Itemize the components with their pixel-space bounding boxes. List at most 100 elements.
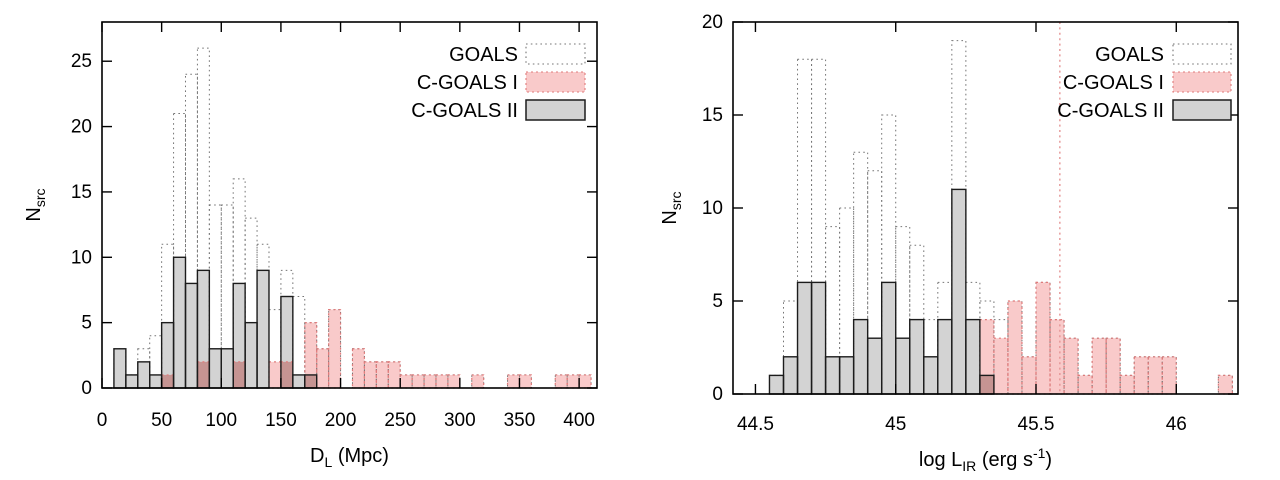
bar-fills (113, 257, 592, 388)
legend-label: GOALS (1095, 44, 1164, 66)
histogram-bar-cgoals1 (1120, 375, 1135, 394)
y-tick-label: 10 (702, 198, 723, 219)
histogram-bar-cgoals2 (909, 319, 924, 394)
histogram-bar-cgoals1-outline (1217, 374, 1233, 395)
histogram-bar-cgoals1 (364, 361, 377, 388)
histogram-bar-cgoals2 (783, 356, 798, 394)
x-tick-label: 45.5 (1018, 414, 1055, 435)
histogram-bar-cgoals1-outline (375, 361, 389, 389)
histogram-bar-cgoals1 (424, 374, 436, 388)
histogram-bar-cgoals1-outline (363, 361, 377, 389)
x-tick-label: 400 (563, 410, 595, 431)
x-tick-label: 100 (205, 410, 237, 431)
histogram-bar-cgoals2 (853, 319, 868, 394)
histogram-bar-cgoals1-outline (196, 361, 210, 389)
histogram-bar-cgoals1-outline (1077, 374, 1093, 395)
histogram-bar-cgoals2 (221, 348, 234, 388)
x-tick-label: 250 (384, 410, 416, 431)
y-tick-label: 15 (702, 105, 723, 126)
axis-ticks (101, 22, 597, 389)
histogram-bar-cgoals2 (923, 356, 938, 394)
legend-swatch-goals (525, 43, 586, 65)
legend-swatch-cgoals1 (525, 71, 586, 93)
histogram-bar-cgoals1-outline (1035, 281, 1051, 395)
histogram-bar-cgoals1-outline (232, 361, 246, 389)
histogram-bar-cgoals2 (233, 283, 246, 388)
histogram-bar-cgoals2 (895, 338, 910, 394)
histogram-bar-overlap (304, 374, 317, 388)
histogram-bar-cgoals2 (292, 374, 305, 388)
histogram-bar-cgoals2 (173, 257, 186, 388)
histogram-bar-cgoals2 (825, 356, 840, 394)
histogram-bar-cgoals1 (435, 374, 448, 388)
histogram-bar-cgoals1 (376, 361, 389, 388)
histogram-bar-goals-outline (161, 243, 175, 389)
histogram-bar-cgoals1 (471, 374, 484, 388)
plot-border (101, 21, 598, 389)
legend-label: C-GOALS I (1063, 72, 1164, 94)
histogram-bar-goals-outline (173, 113, 186, 389)
histogram-bar-cgoals1 (304, 322, 317, 388)
legend-label: GOALS (449, 44, 518, 66)
histogram-bar-cgoals2 (125, 374, 138, 388)
histogram-bar-overlap (161, 374, 174, 388)
x-axis-label: DL (Mpc) (310, 445, 389, 470)
y-tick-label: 25 (71, 51, 92, 72)
panel-luminosity-histogram: 44.5 45 45.5 46 0 5 10 15 20 log LIR (erg s-1) Nsr… (640, 0, 1280, 480)
x-axis-label: log LIR (erg s-1) (919, 445, 1052, 474)
y-tick-label: 0 (81, 378, 92, 399)
histogram-bar-cgoals1 (1064, 338, 1079, 394)
y-tick-label: 5 (81, 313, 92, 334)
y-tick-label: 15 (71, 182, 92, 203)
x-tick-label: 0 (97, 410, 108, 431)
x-tick-label: 200 (325, 410, 357, 431)
histogram-bar-cgoals2 (937, 319, 952, 394)
histogram-bar-cgoals1 (1036, 282, 1051, 394)
histogram-bar-cgoals2 (185, 283, 198, 388)
histogram-bar-cgoals2 (951, 189, 966, 394)
histogram-bar-cgoals2 (137, 361, 150, 388)
x-tick-label: 150 (265, 410, 297, 431)
x-tick-label: 45 (885, 414, 906, 435)
histogram-bar-goals-outline (1049, 319, 1065, 395)
histogram-bar-cgoals2 (197, 270, 210, 388)
histogram-bar-cgoals1 (352, 348, 365, 388)
histogram-bar-overlap (280, 361, 293, 388)
y-tick-label: 20 (71, 117, 92, 138)
histogram-bar-cgoals2 (245, 322, 258, 388)
histogram-bar-cgoals1 (579, 374, 592, 388)
x-tick-label: 46 (1166, 414, 1187, 435)
x-tick-label: 300 (444, 410, 476, 431)
histogram-bar-cgoals1 (1106, 338, 1121, 394)
histogram-bar-cgoals2 (867, 338, 882, 394)
legend: GOALS C-GOALS I C-GOALS II (411, 43, 586, 122)
histogram-bar-cgoals2 (965, 319, 980, 394)
y-axis-label: Nsrc (23, 188, 48, 221)
histogram-bar-cgoals1 (1148, 356, 1163, 394)
axis-ticks (733, 21, 1238, 395)
x-tick-label: 50 (151, 410, 172, 431)
legend-label: C-GOALS II (411, 100, 518, 122)
histogram-bar-goals-outline (256, 243, 270, 389)
histogram-log-lir: 44.5 45 45.5 46 0 5 10 15 20 log LIR (erg s-1) Nsr… (640, 0, 1280, 480)
y-tick-label: 20 (702, 12, 723, 33)
histogram-bar-cgoals2 (811, 282, 826, 394)
y-tick-label: 0 (712, 384, 723, 405)
histogram-bar-cgoals1 (1162, 356, 1177, 394)
histogram-bar-cgoals1 (1007, 301, 1022, 394)
histogram-bar-cgoals2 (257, 270, 269, 388)
histogram-bar-cgoals1 (555, 374, 568, 388)
histogram-bar-cgoals1 (1078, 375, 1093, 394)
y-tick-label: 5 (712, 291, 723, 312)
y-tick-label: 10 (71, 247, 92, 268)
histogram-dl-mpc: 0 50 100 150 200 250 300 350 400 0 5 10 15 20 25 DL (Mp… (23, 21, 598, 470)
histogram-bar-cgoals2 (769, 375, 784, 394)
legend-swatch-cgoals1 (1172, 71, 1232, 93)
histogram-bar-cgoals1-outline (351, 348, 366, 389)
histogram-bar-overlap (197, 361, 210, 388)
legend: GOALS C-GOALS I C-GOALS II (1057, 43, 1232, 122)
histogram-bar-cgoals1-outline (1119, 374, 1135, 395)
histogram-bar-cgoals1 (400, 374, 413, 388)
